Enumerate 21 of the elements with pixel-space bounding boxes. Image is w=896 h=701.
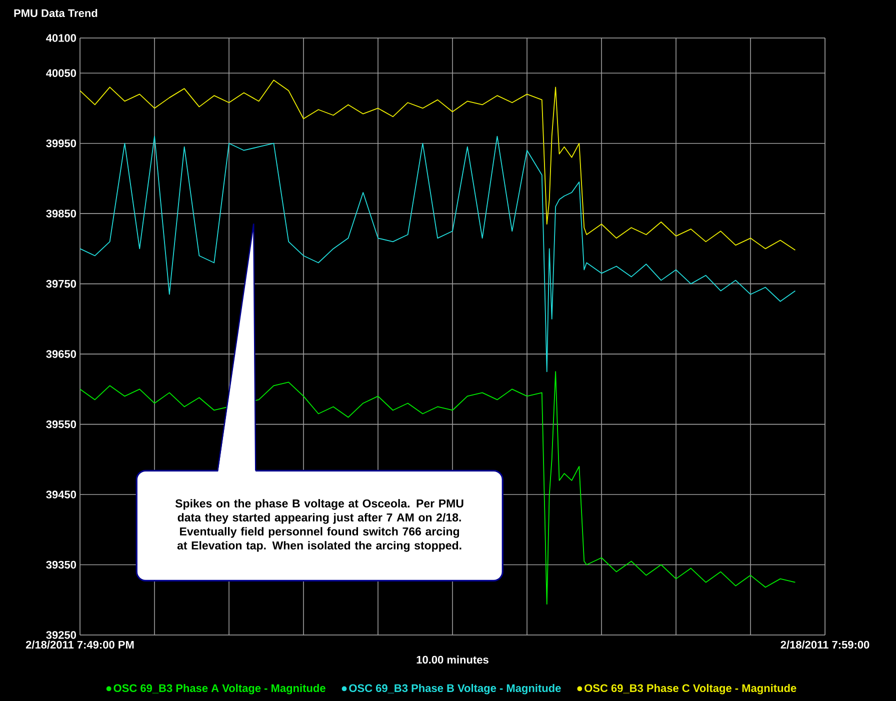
- y-tick-label: 39950: [46, 139, 76, 148]
- y-tick-label: 39350: [46, 560, 76, 569]
- legend-label: OSC 69_B3 Phase B Voltage - Magnitude: [349, 684, 561, 694]
- y-tick-label: 40050: [46, 69, 76, 78]
- y-tick-label: 39450: [46, 490, 76, 498]
- legend-label: OSC 69_B3 Phase C Voltage - Magnitude: [584, 684, 796, 694]
- line-series: [80, 371, 796, 605]
- y-tick-label: 39550: [46, 420, 76, 428]
- y-tick-label: 39750: [46, 280, 76, 288]
- chart-title: PMU Data Trend: [14, 8, 98, 18]
- annotation: Spikes on the phase B voltage at Osceola. Per PMU data they started appearing just after 7 AM on 2/18. Eventually field personnel found switch 766 arcing at Elevation tap. When isolated the arcing stopped.: [175, 499, 464, 552]
- line-series: [80, 136, 796, 372]
- text: 10.00 minutes: [416, 656, 488, 664]
- legend-label: OSC 69_B3 Phase A Voltage - Magnitude: [114, 684, 326, 694]
- x-tick-label: 2/18/2011 7:59:00: [780, 640, 870, 649]
- y-tick-label: 39250: [46, 631, 76, 639]
- y-tick-label: 39850: [46, 210, 76, 218]
- y-tick-label: 39650: [46, 350, 76, 358]
- line-series: [80, 80, 796, 251]
- x-tick-label: 2/18/2011 7:49:00 PM: [26, 640, 134, 649]
- y-tick-label: 40100: [46, 34, 76, 42]
